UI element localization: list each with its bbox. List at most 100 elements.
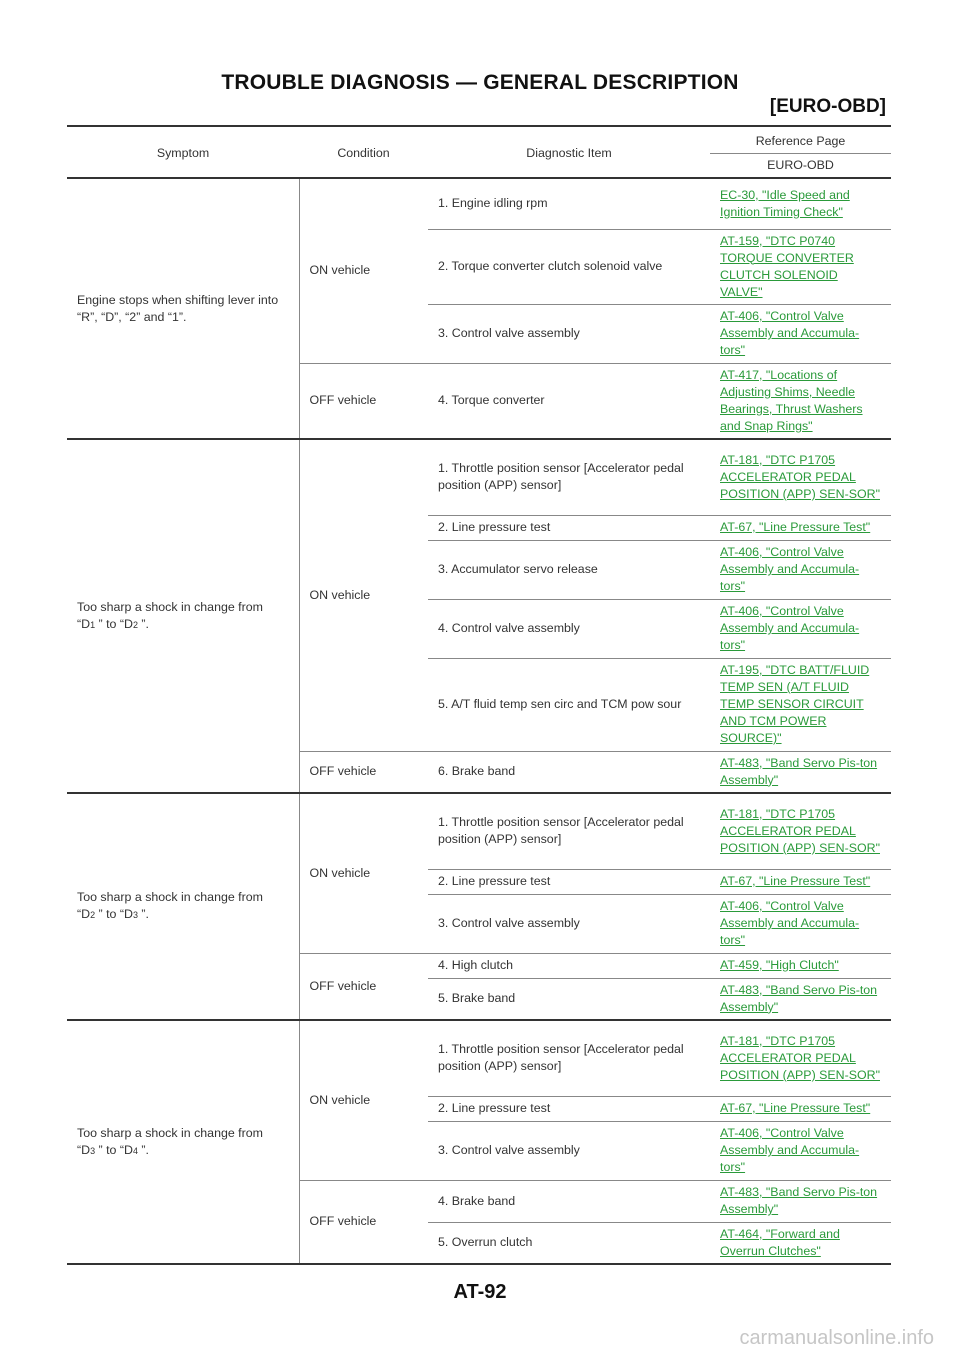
reference-link[interactable]: AT-483, "Band Servo Pis-ton Assembly" <box>720 982 878 1014</box>
condition-cell: ON vehicle <box>299 793 428 954</box>
reference-cell: AT-67, "Line Pressure Test" <box>710 1096 891 1122</box>
reference-cell: AT-406, "Control Valve Assembly and Accu… <box>710 599 891 659</box>
reference-link[interactable]: AT-159, "DTC P0740 TORQUE CONVERTER CLUT… <box>720 233 854 299</box>
reference-cell: AT-159, "DTC P0740 TORQUE CONVERTER CLUT… <box>710 229 891 305</box>
diagnostic-item: 1. Throttle position sensor [Accelerator… <box>428 439 710 516</box>
diagnostic-item: 5. Overrun clutch <box>428 1222 710 1265</box>
diagnostic-item: 5. Brake band <box>428 978 710 1021</box>
reference-cell: AT-464, "Forward and Overrun Clutches" <box>710 1222 891 1265</box>
symptom-text: Engine stops when shifting lever into “R… <box>77 292 279 324</box>
table-row: OFF vehicle 4. High clutch AT-459, "High C… <box>67 953 891 1021</box>
col-header-item: Diagnostic Item <box>428 130 710 179</box>
table-row: 3. Control valve assembly AT-406, "Contro… <box>67 304 891 364</box>
reference-link[interactable]: AT-459, "High Clutch" <box>720 958 839 972</box>
diagnostic-item: 1. Throttle position sensor [Accelerator… <box>428 1020 710 1097</box>
reference-cell: AT-406, "Control Valve Assembly and Accu… <box>710 1121 891 1181</box>
diagnostic-item: 2. Line pressure test <box>428 1096 710 1122</box>
table-row: Too sharp a shock in change from “D1 ” to… <box>67 439 891 794</box>
condition-cell: ON vehicle <box>299 1020 428 1181</box>
table-row: Engine stops when shifting lever into “R… <box>67 178 891 440</box>
reference-link[interactable]: AT-483, "Band Servo Pis-ton Assembly" <box>720 1185 878 1216</box>
reference-cell: EC-30, "Idle Speed and Ignition Timing C… <box>710 178 891 230</box>
condition-cell: OFF vehicle <box>299 363 428 440</box>
reference-link[interactable]: AT-67, "Line Pressure Test" <box>720 520 871 534</box>
gear-from: 1 <box>90 619 96 630</box>
table-row: 5. Overrun clutch AT-464, "Forward and Ov… <box>67 1222 891 1265</box>
diagnostic-item: 3. Control valve assembly <box>428 1121 710 1181</box>
reference-link[interactable]: AT-181, "DTC P1705 ACCELERATOR PEDAL POS… <box>720 1033 880 1082</box>
table-row: 2. Line pressure test AT-67, "Line Pressu… <box>67 1096 891 1122</box>
gear-to: 4 <box>132 1145 138 1156</box>
diagnostic-item: 1. Engine idling rpm <box>428 178 710 230</box>
symptom-text: Too sharp a shock in change from <box>77 1125 263 1140</box>
reference-link[interactable]: AT-181, "DTC P1705 ACCELERATOR PEDAL POS… <box>720 452 880 501</box>
symptom-text: Too sharp a shock in change from <box>77 890 263 904</box>
symptom-cell: Too sharp a shock in change from “D1 ” to… <box>67 439 300 794</box>
reference-cell: AT-181, "DTC P1705 ACCELERATOR PEDAL POS… <box>710 439 891 516</box>
reference-cell: AT-483, "Band Servo Pis-ton Assembly" <box>710 1180 891 1223</box>
reference-link[interactable]: AT-406, "Control Valve Assembly and Accu… <box>720 604 860 652</box>
reference-link[interactable]: AT-67, "Line Pressure Test" <box>720 874 871 888</box>
reference-link[interactable]: AT-195, "DTC BATT/FLUID TEMP SEN (A/T FL… <box>720 663 870 745</box>
section-tag: [EURO-OBD] <box>769 96 886 117</box>
reference-cell: AT-67, "Line Pressure Test" <box>710 515 891 541</box>
table-row: 5. Brake band AT-483, "Band Servo Pis-ton… <box>67 978 891 1021</box>
gear-from: 3 <box>90 1145 96 1156</box>
condition-cell: OFF vehicle <box>299 751 428 794</box>
diagnostic-item: 2. Line pressure test <box>428 515 710 541</box>
symptom-cell: Too sharp a shock in change from “D3 ” to… <box>67 1020 300 1265</box>
diagnosis-table: Symptom Condition Diagnostic Item Refere… <box>67 130 891 1265</box>
diagnostic-item: 4. Brake band <box>428 1180 710 1223</box>
diagnostic-item: 3. Control valve assembly <box>428 304 710 364</box>
condition-cell: OFF vehicle <box>299 1180 428 1265</box>
reference-link[interactable]: AT-406, "Control Valve Assembly and Accu… <box>720 309 860 357</box>
reference-cell: AT-181, "DTC P1705 ACCELERATOR PEDAL POS… <box>710 793 891 870</box>
table-row: OFF vehicle 6. Brake band AT-483, "Band Se… <box>67 751 891 794</box>
reference-link[interactable]: AT-406, "Control Valve Assembly and Accu… <box>720 1126 860 1174</box>
page-title: TROUBLE DIAGNOSIS — GENERAL DESCRIPTION <box>221 71 739 94</box>
reference-link[interactable]: AT-464, "Forward and Overrun Clutches" <box>720 1226 840 1258</box>
reference-link[interactable]: AT-483, "Band Servo Pis-ton Assembly" <box>720 755 878 787</box>
gear-from: 2 <box>90 910 96 920</box>
diagnostic-item: 5. A/T fluid temp sen circ and TCM pow s… <box>428 658 710 752</box>
condition-cell: ON vehicle <box>299 439 428 752</box>
reference-link[interactable]: EC-30, "Idle Speed and Ignition Timing C… <box>720 187 850 219</box>
table-row: OFF vehicle 4. Torque converter AT-417, "L… <box>67 363 891 440</box>
reference-link[interactable]: AT-67, "Line Pressure Test" <box>720 1101 871 1115</box>
diagnostic-item: 2. Torque converter clutch solenoid valv… <box>428 229 710 305</box>
reference-link[interactable]: AT-406, "Control Valve Assembly and Accu… <box>720 545 860 593</box>
symptom-cell: Engine stops when shifting lever into “R… <box>67 178 300 440</box>
diagnostic-item: 4. High clutch <box>428 953 710 979</box>
table-row: Too sharp a shock in change from “D2 ” to… <box>67 793 891 1021</box>
reference-link[interactable]: AT-417, "Locations of Adjusting Shims, N… <box>720 367 863 433</box>
symptom-text: Too sharp a shock in change from <box>77 599 263 614</box>
table-row: 5. A/T fluid temp sen circ and TCM pow s… <box>67 658 891 752</box>
header-rule <box>67 125 891 127</box>
gear-to: 2 <box>132 619 138 630</box>
reference-cell: AT-195, "DTC BATT/FLUID TEMP SEN (A/T FL… <box>710 658 891 752</box>
diagnostic-item: 1. Throttle position sensor [Accelerator… <box>428 793 710 870</box>
table-body: Engine stops when shifting lever into “R… <box>67 178 891 1265</box>
col-header-symptom: Symptom <box>67 130 299 179</box>
diagnostic-item: 3. Accumulator servo release <box>428 540 710 600</box>
reference-cell: AT-406, "Control Valve Assembly and Accu… <box>710 540 891 600</box>
table-row: 4. Control valve assembly AT-406, "Contro… <box>67 599 891 659</box>
gear-to: 3 <box>132 910 138 920</box>
table-row: 2. Torque converter clutch solenoid valv… <box>67 229 891 305</box>
page-number: AT-92 <box>453 1281 507 1303</box>
condition-cell: OFF vehicle <box>299 953 428 1021</box>
table-row: 2. Line pressure test AT-67, "Line Pressu… <box>67 515 891 541</box>
table-row: 2. Line pressure test AT-67, "Line Pressu… <box>67 869 891 895</box>
diagnostic-item: 4. Torque converter <box>428 363 710 440</box>
watermark: carmanualsonline.info <box>739 1327 934 1349</box>
reference-cell: AT-181, "DTC P1705 ACCELERATOR PEDAL POS… <box>710 1020 891 1097</box>
col-header-euro-obd: EURO-OBD <box>710 153 891 179</box>
table-row: 3. Control valve assembly AT-406, "Contro… <box>67 894 891 954</box>
col-header-reference: Reference Page <box>710 130 891 154</box>
reference-link[interactable]: AT-181, "DTC P1705 ACCELERATOR PEDAL POS… <box>720 806 880 855</box>
reference-link[interactable]: AT-406, "Control Valve Assembly and Accu… <box>720 899 860 947</box>
diagnostic-item: 3. Control valve assembly <box>428 894 710 954</box>
table-row: Too sharp a shock in change from “D3 ” to… <box>67 1020 891 1265</box>
reference-cell: AT-67, "Line Pressure Test" <box>710 869 891 895</box>
reference-cell: AT-483, "Band Servo Pis-ton Assembly" <box>710 978 891 1021</box>
